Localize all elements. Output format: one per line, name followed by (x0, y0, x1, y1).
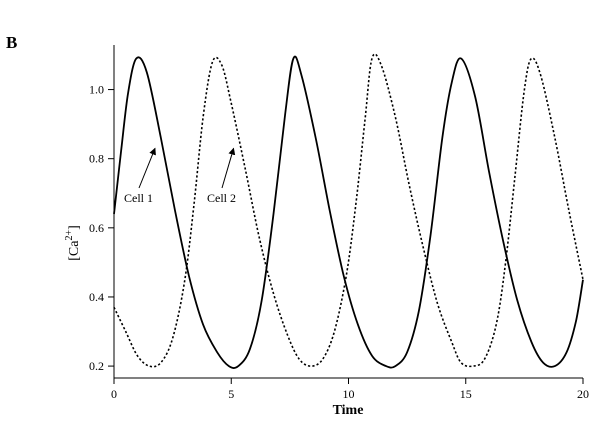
annotation-arrow-cell-1 (138, 147, 156, 189)
y-tick-label: 0.2 (89, 359, 104, 373)
annotation-layer: Cell 1 Cell 2 (124, 147, 236, 205)
x-tick-label: 20 (577, 387, 589, 401)
ticks-layer: 0 5 10 15 20 0.2 0.4 0.6 0.8 1.0 (89, 83, 589, 401)
y-tick-label: 1.0 (89, 83, 104, 97)
panel-label: B (6, 33, 17, 52)
y-axis-label: [Ca2+] (64, 225, 82, 261)
x-tick-label: 0 (111, 387, 117, 401)
plot-area: 0 5 10 15 20 0.2 0.4 0.6 0.8 1.0 Cell 1 Cell 2 (89, 45, 589, 401)
x-tick-label: 15 (460, 387, 472, 401)
annotation-arrow-cell-2 (221, 147, 236, 189)
y-tick-label: 0.8 (89, 152, 104, 166)
y-tick-label: 0.4 (89, 290, 104, 304)
x-axis-label: Time (333, 403, 364, 418)
annotation-label-cell-2: Cell 2 (207, 191, 236, 205)
x-tick-label: 10 (343, 387, 355, 401)
y-axis-label-base: [Ca (67, 240, 82, 261)
series-line-cell-1 (113, 55, 584, 369)
y-axis-label-superscript: 2+ (64, 230, 75, 241)
y-tick-label: 0.6 (89, 221, 104, 235)
x-tick-label: 5 (228, 387, 234, 401)
y-axis-label-close: ] (67, 225, 82, 230)
series-line-cell-2 (113, 53, 584, 368)
series-layer (113, 53, 584, 369)
annotation-label-cell-1: Cell 1 (124, 191, 153, 205)
